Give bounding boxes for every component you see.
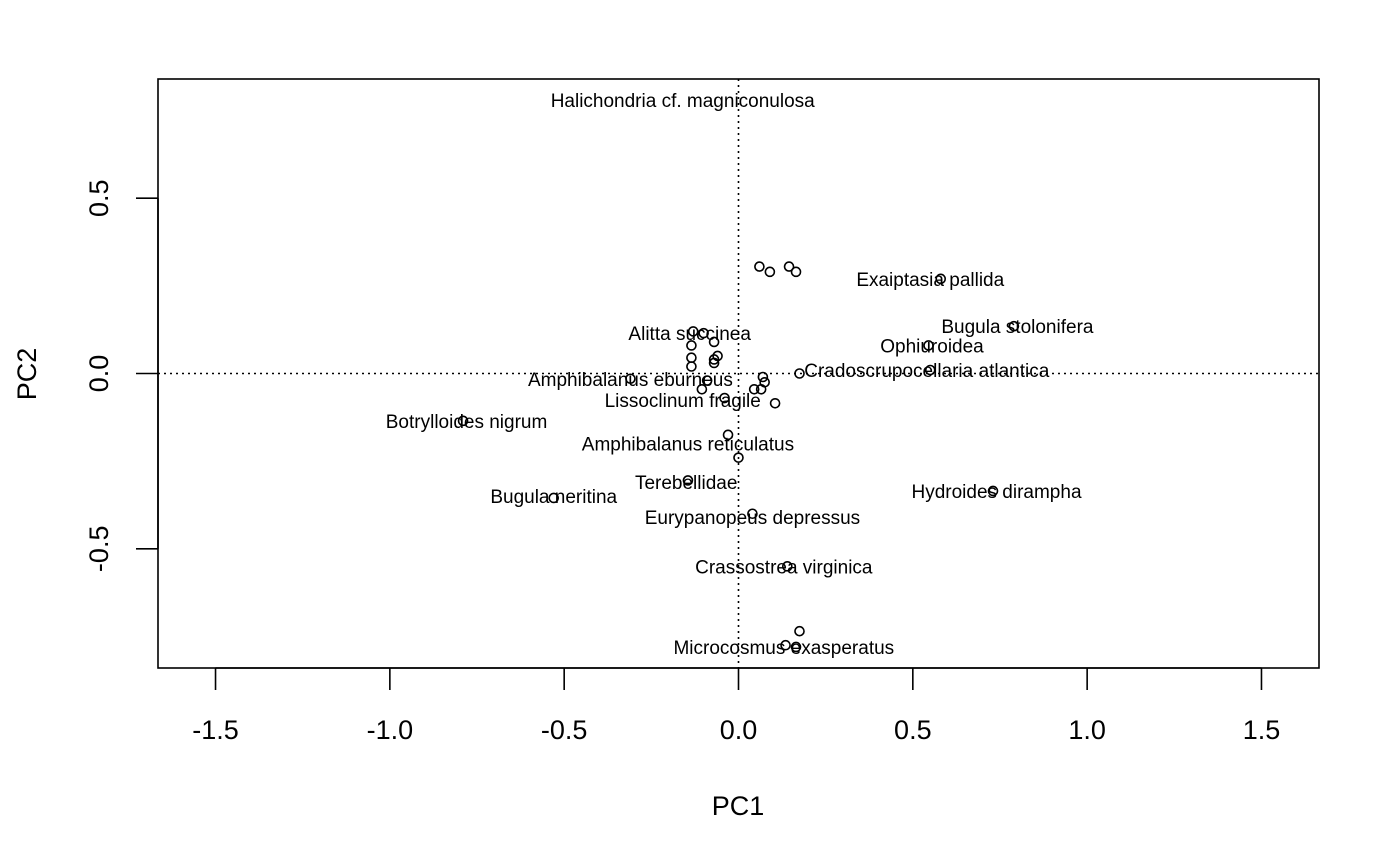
species-label: Bugula stolonifera [941, 317, 1094, 338]
data-point [783, 261, 795, 272]
data-point [708, 357, 720, 369]
data-point [733, 452, 744, 463]
data-points [457, 261, 1020, 653]
species-label: Bugula neritina [490, 487, 617, 508]
x-tick-label: -1.5 [192, 715, 239, 745]
x-tick-label: 1.0 [1068, 715, 1106, 745]
species-label: Exaiptasia pallida [856, 270, 1004, 291]
data-point [769, 398, 781, 409]
data-point [987, 485, 999, 497]
x-axis: -1.5 -1.0 -0.5 0.0 0.5 1.0 1.5 [192, 667, 1281, 745]
data-point [701, 375, 713, 386]
data-point [696, 383, 708, 395]
species-label: Ophiuroidea [880, 336, 984, 357]
data-point [687, 326, 699, 337]
species-label: Microcosmus exasperatus [673, 638, 894, 659]
y-axis-title: PC2 [12, 348, 42, 401]
data-point [782, 561, 793, 572]
data-point [757, 371, 769, 383]
data-point [457, 415, 469, 427]
data-point [794, 368, 805, 379]
data-point [748, 383, 760, 395]
data-point [794, 625, 805, 637]
data-point [708, 336, 720, 348]
data-point [790, 266, 802, 278]
species-label: Lissoclinum fragile [605, 391, 761, 412]
data-point [682, 475, 694, 486]
y-axis: -0.5 0.0 0.5 [84, 179, 159, 573]
species-label: Amphibalanus eburneus [528, 370, 733, 391]
data-point [755, 383, 767, 395]
data-point [686, 340, 697, 351]
species-label: Terebellidae [635, 473, 737, 494]
x-tick-label: -0.5 [541, 715, 588, 745]
species-label: Botrylloides nigrum [386, 412, 548, 433]
x-tick-label: 1.5 [1243, 715, 1281, 745]
data-point [923, 340, 934, 351]
x-tick-label: -1.0 [367, 715, 414, 745]
species-label: Eurypanopeus depressus [645, 508, 860, 529]
y-tick-label: -0.5 [84, 526, 114, 573]
reference-lines [158, 79, 1319, 668]
species-label: Crassostrea virginica [695, 557, 873, 578]
data-point [780, 639, 791, 651]
data-point [790, 641, 802, 653]
species-label: Hydroides dirampha [911, 482, 1081, 503]
species-label: Alitta succinea [628, 324, 751, 345]
data-point [924, 364, 936, 376]
data-point [722, 429, 734, 441]
data-point [708, 354, 720, 365]
data-point [625, 373, 636, 385]
species-label: Cradoscrupocellaria atlantica [804, 361, 1049, 382]
data-point [548, 492, 560, 504]
species-label: Amphibalanus reticulatus [582, 435, 794, 456]
x-tick-label: 0.5 [894, 715, 932, 745]
y-tick-label: 0.5 [84, 179, 114, 217]
x-axis-title: PC1 [712, 791, 765, 821]
data-point [686, 361, 697, 372]
data-point [698, 327, 709, 339]
species-label: Halichondria cf. magniconulosa [551, 91, 815, 112]
data-point [747, 508, 758, 520]
data-point [719, 392, 730, 404]
y-tick-label: 0.0 [84, 355, 114, 393]
data-point [754, 261, 765, 272]
species-labels: Halichondria cf. magniconulosa Exaiptasia… [386, 91, 1094, 659]
data-point [935, 273, 947, 285]
data-point [1008, 320, 1020, 332]
x-tick-label: 0.0 [720, 715, 758, 745]
data-point [764, 266, 776, 278]
